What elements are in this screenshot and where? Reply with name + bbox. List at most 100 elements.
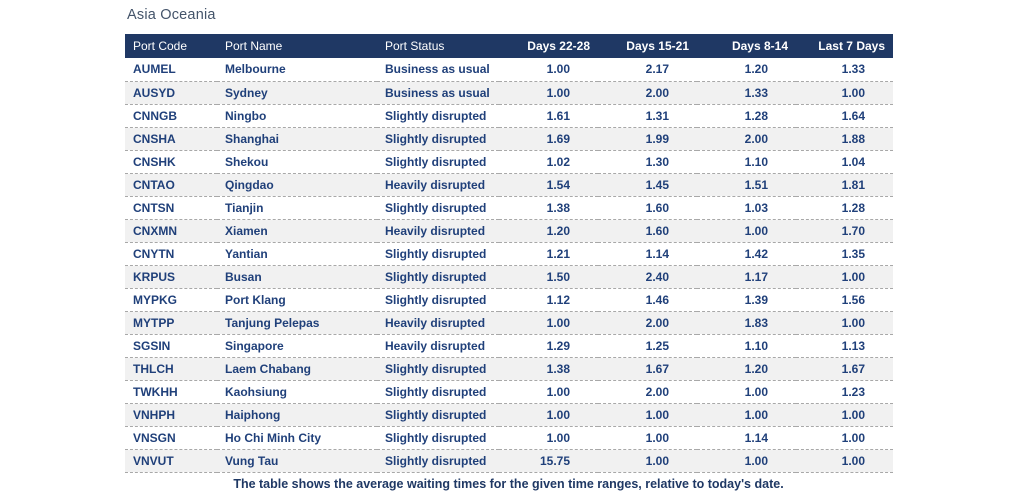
cell-port-status: Business as usual xyxy=(377,58,499,82)
cell-last-7-days: 1.56 xyxy=(796,288,893,312)
table-row: TWKHH Kaohsiung Slightly disrupted 1.00 2.00… xyxy=(125,380,893,404)
cell-port-name: Sydney xyxy=(217,81,377,105)
cell-days-8-14: 1.00 xyxy=(697,380,796,404)
region-title: Asia Oceania xyxy=(127,7,216,23)
cell-days-8-14: 1.28 xyxy=(697,104,796,128)
cell-last-7-days: 1.64 xyxy=(796,104,893,128)
cell-days-22-28: 1.02 xyxy=(499,150,598,174)
column-header-last-7-days: Last 7 Days xyxy=(796,34,893,58)
table-row: AUMEL Melbourne Business as usual 1.00 2.17 1… xyxy=(125,58,893,82)
table-row: CNTSN Tianjin Slightly disrupted 1.38 1.60 1.… xyxy=(125,196,893,220)
table-row: CNXMN Xiamen Heavily disrupted 1.20 1.60 1.00… xyxy=(125,219,893,243)
table-body: AUMEL Melbourne Business as usual 1.00 2.17 1… xyxy=(125,58,893,473)
cell-days-8-14: 1.51 xyxy=(697,173,796,197)
cell-port-code: KRPUS xyxy=(125,265,217,289)
table-row: MYTPP Tanjung Pelepas Heavily disrupted 1.0… xyxy=(125,311,893,335)
cell-last-7-days: 1.13 xyxy=(796,334,893,358)
cell-days-22-28: 1.61 xyxy=(499,104,598,128)
cell-days-8-14: 1.20 xyxy=(697,58,796,82)
cell-days-22-28: 1.38 xyxy=(499,196,598,220)
cell-port-name: Vung Tau xyxy=(217,449,377,473)
cell-port-name: Laem Chabang xyxy=(217,357,377,381)
cell-port-code: MYTPP xyxy=(125,311,217,335)
cell-port-name: Port Klang xyxy=(217,288,377,312)
table-row: AUSYD Sydney Business as usual 1.00 2.00 1.33… xyxy=(125,81,893,105)
cell-days-15-21: 1.67 xyxy=(598,357,697,381)
cell-last-7-days: 1.00 xyxy=(796,403,893,427)
cell-port-status: Heavily disrupted xyxy=(377,334,499,358)
cell-port-status: Heavily disrupted xyxy=(377,219,499,243)
cell-last-7-days: 1.70 xyxy=(796,219,893,243)
table-row: CNYTN Yantian Slightly disrupted 1.21 1.14 1.… xyxy=(125,242,893,266)
cell-port-status: Slightly disrupted xyxy=(377,380,499,404)
cell-port-status: Slightly disrupted xyxy=(377,104,499,128)
cell-days-15-21: 1.60 xyxy=(598,196,697,220)
cell-port-status: Slightly disrupted xyxy=(377,242,499,266)
cell-last-7-days: 1.00 xyxy=(796,311,893,335)
cell-days-22-28: 1.54 xyxy=(499,173,598,197)
cell-days-8-14: 1.10 xyxy=(697,150,796,174)
cell-days-8-14: 1.20 xyxy=(697,357,796,381)
cell-port-code: TWKHH xyxy=(125,380,217,404)
cell-port-code: CNNGB xyxy=(125,104,217,128)
table-row: CNSHK Shekou Slightly disrupted 1.02 1.30 1.1… xyxy=(125,150,893,174)
cell-days-15-21: 1.30 xyxy=(598,150,697,174)
table-row: VNHPH Haiphong Slightly disrupted 1.00 1.00 1… xyxy=(125,403,893,427)
table-row: KRPUS Busan Slightly disrupted 1.50 2.40 1.17… xyxy=(125,265,893,289)
cell-port-status: Slightly disrupted xyxy=(377,127,499,151)
column-header-days-15-21: Days 15-21 xyxy=(598,34,697,58)
cell-port-code: CNYTN xyxy=(125,242,217,266)
cell-port-name: Qingdao xyxy=(217,173,377,197)
cell-days-15-21: 1.31 xyxy=(598,104,697,128)
cell-port-name: Melbourne xyxy=(217,58,377,82)
cell-last-7-days: 1.35 xyxy=(796,242,893,266)
cell-port-code: CNTAO xyxy=(125,173,217,197)
table-row: CNSHA Shanghai Slightly disrupted 1.69 1.99 2… xyxy=(125,127,893,151)
cell-port-code: MYPKG xyxy=(125,288,217,312)
cell-port-code: THLCH xyxy=(125,357,217,381)
cell-port-status: Slightly disrupted xyxy=(377,196,499,220)
cell-port-code: CNSHA xyxy=(125,127,217,151)
cell-days-15-21: 1.45 xyxy=(598,173,697,197)
cell-port-status: Business as usual xyxy=(377,81,499,105)
cell-days-15-21: 2.00 xyxy=(598,311,697,335)
column-header-days-8-14: Days 8-14 xyxy=(697,34,796,58)
cell-days-15-21: 1.14 xyxy=(598,242,697,266)
cell-days-15-21: 2.00 xyxy=(598,380,697,404)
cell-last-7-days: 1.33 xyxy=(796,58,893,82)
cell-port-name: Shanghai xyxy=(217,127,377,151)
cell-port-code: VNHPH xyxy=(125,403,217,427)
cell-port-status: Slightly disrupted xyxy=(377,150,499,174)
cell-last-7-days: 1.67 xyxy=(796,357,893,381)
cell-days-8-14: 1.00 xyxy=(697,219,796,243)
column-header-port-name: Port Name xyxy=(217,34,377,58)
cell-port-status: Slightly disrupted xyxy=(377,426,499,450)
cell-days-8-14: 1.42 xyxy=(697,242,796,266)
cell-days-22-28: 1.00 xyxy=(499,58,598,82)
cell-days-8-14: 1.00 xyxy=(697,403,796,427)
cell-days-8-14: 1.17 xyxy=(697,265,796,289)
cell-days-22-28: 1.21 xyxy=(499,242,598,266)
cell-days-22-28: 1.00 xyxy=(499,311,598,335)
cell-last-7-days: 1.23 xyxy=(796,380,893,404)
table-row: VNSGN Ho Chi Minh City Slightly disrupted 1… xyxy=(125,426,893,450)
cell-port-name: Xiamen xyxy=(217,219,377,243)
table-header-row: Port Code Port Name Port Status Days 22-28 D… xyxy=(125,34,893,58)
cell-port-name: Busan xyxy=(217,265,377,289)
cell-days-15-21: 2.40 xyxy=(598,265,697,289)
cell-port-code: AUMEL xyxy=(125,58,217,82)
cell-port-status: Slightly disrupted xyxy=(377,288,499,312)
cell-port-code: VNSGN xyxy=(125,426,217,450)
cell-days-8-14: 1.14 xyxy=(697,426,796,450)
cell-days-22-28: 1.50 xyxy=(499,265,598,289)
cell-last-7-days: 1.28 xyxy=(796,196,893,220)
cell-days-15-21: 1.00 xyxy=(598,426,697,450)
cell-port-code: AUSYD xyxy=(125,81,217,105)
table-row: SGSIN Singapore Heavily disrupted 1.29 1.25 1… xyxy=(125,334,893,358)
cell-days-15-21: 1.25 xyxy=(598,334,697,358)
cell-days-22-28: 1.69 xyxy=(499,127,598,151)
cell-days-15-21: 1.99 xyxy=(598,127,697,151)
cell-port-status: Slightly disrupted xyxy=(377,357,499,381)
cell-days-8-14: 1.33 xyxy=(697,81,796,105)
